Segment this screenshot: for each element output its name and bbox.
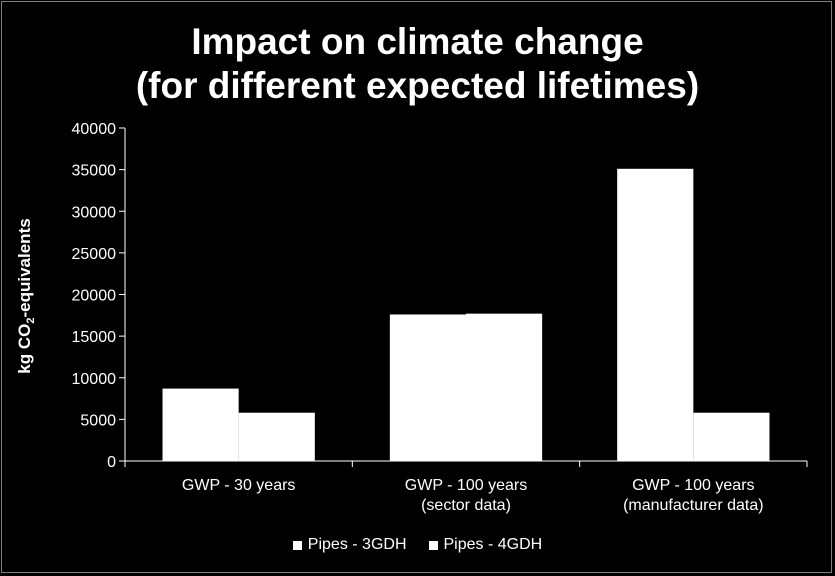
y-tick-label: 15000 bbox=[72, 329, 117, 346]
x-tick-label: GWP - 100 years bbox=[405, 477, 527, 494]
legend-swatch-series-1 bbox=[292, 540, 302, 550]
legend-label-series-1: Pipes - 3GDH bbox=[307, 536, 407, 553]
x-tick-label: GWP - 100 years bbox=[632, 477, 754, 494]
legend-item-series-1: Pipes - 3GDH bbox=[292, 536, 407, 554]
y-tick-label: 30000 bbox=[72, 204, 117, 221]
bar-2-category-2 bbox=[466, 313, 543, 461]
legend-swatch-series-2 bbox=[428, 540, 438, 550]
bar-1-category-2 bbox=[389, 314, 466, 461]
y-tick-label: 0 bbox=[107, 454, 116, 471]
y-tick-label: 5000 bbox=[80, 412, 116, 429]
chart-title-line-1: Impact on climate change bbox=[191, 21, 644, 62]
y-tick-label: 35000 bbox=[72, 163, 117, 180]
y-tick-label: 40000 bbox=[72, 121, 117, 138]
x-tick-label: (sector data) bbox=[421, 497, 511, 514]
y-tick-label: 10000 bbox=[72, 371, 117, 388]
y-axis-label-subscript: 2 bbox=[25, 317, 38, 324]
y-tick-label: 25000 bbox=[72, 246, 117, 263]
y-axis-label: kg CO2-equivalents bbox=[15, 218, 37, 373]
legend: Pipes - 3GDH Pipes - 4GDH bbox=[0, 536, 835, 554]
y-axis-label-suffix: -equivalents bbox=[14, 218, 34, 318]
chart-title: Impact on climate change (for different … bbox=[0, 20, 835, 108]
chart-title-line-2: (for different expected lifetimes) bbox=[135, 65, 700, 106]
y-axis-label-prefix: kg CO bbox=[14, 323, 34, 374]
bar-1-category-1 bbox=[162, 388, 239, 461]
y-tick-label: 20000 bbox=[72, 288, 117, 305]
bar-2-category-3 bbox=[693, 412, 770, 461]
x-tick-label: GWP - 30 years bbox=[182, 477, 296, 494]
x-tick-label: (manufacturer data) bbox=[623, 497, 764, 514]
bar-2-category-1 bbox=[238, 412, 315, 461]
legend-label-series-2: Pipes - 4GDH bbox=[443, 536, 543, 553]
legend-item-series-2: Pipes - 4GDH bbox=[428, 536, 543, 554]
bar-1-category-3 bbox=[617, 168, 694, 462]
